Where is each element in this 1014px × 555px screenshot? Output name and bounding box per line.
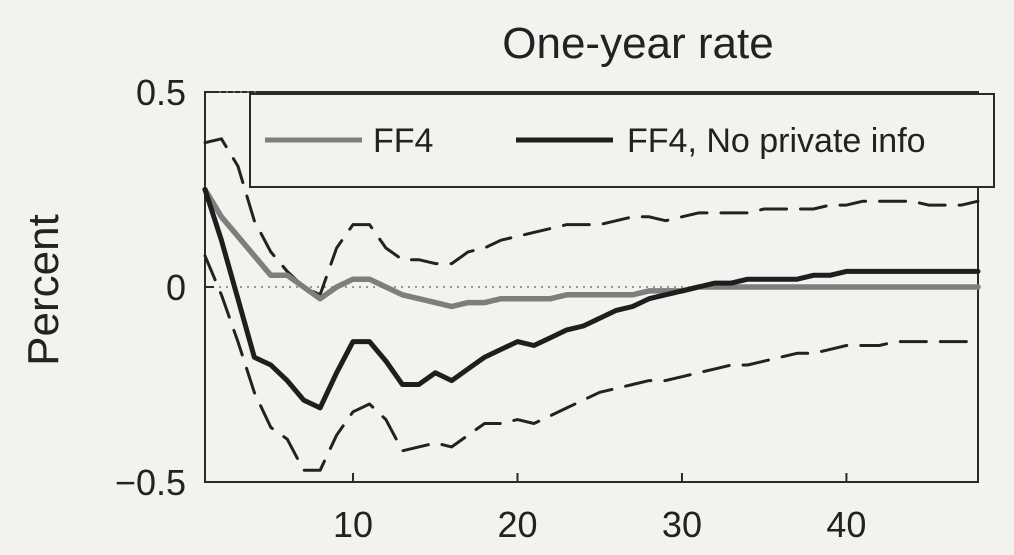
legend-box xyxy=(249,93,995,188)
series-line-ff4-no-private-info xyxy=(202,187,981,411)
series-line-upper-band xyxy=(203,137,980,297)
series-line-lower-band xyxy=(203,254,980,472)
x-tick-label: 40 xyxy=(826,504,866,545)
x-tick-label: 20 xyxy=(497,504,537,545)
legend-label-ff4: FF4 xyxy=(373,122,433,160)
series-layer xyxy=(202,137,981,472)
legend-label-ff4-no-private-info: FF4, No private info xyxy=(627,122,926,160)
legend: FF4 FF4, No private info xyxy=(249,93,995,188)
y-tick-label: 0 xyxy=(166,267,186,308)
y-tick-label: 0.5 xyxy=(136,72,186,113)
axis-ticks: 10 20 30 40 −0.5 0 0.5 xyxy=(115,72,867,545)
chart-title: One-year rate xyxy=(502,19,773,68)
series-line-ff4 xyxy=(202,186,981,310)
y-tick-label: −0.5 xyxy=(115,462,186,503)
y-axis-label: Percent xyxy=(19,214,68,366)
x-tick-label: 10 xyxy=(333,504,373,545)
x-tick-label: 30 xyxy=(662,504,702,545)
